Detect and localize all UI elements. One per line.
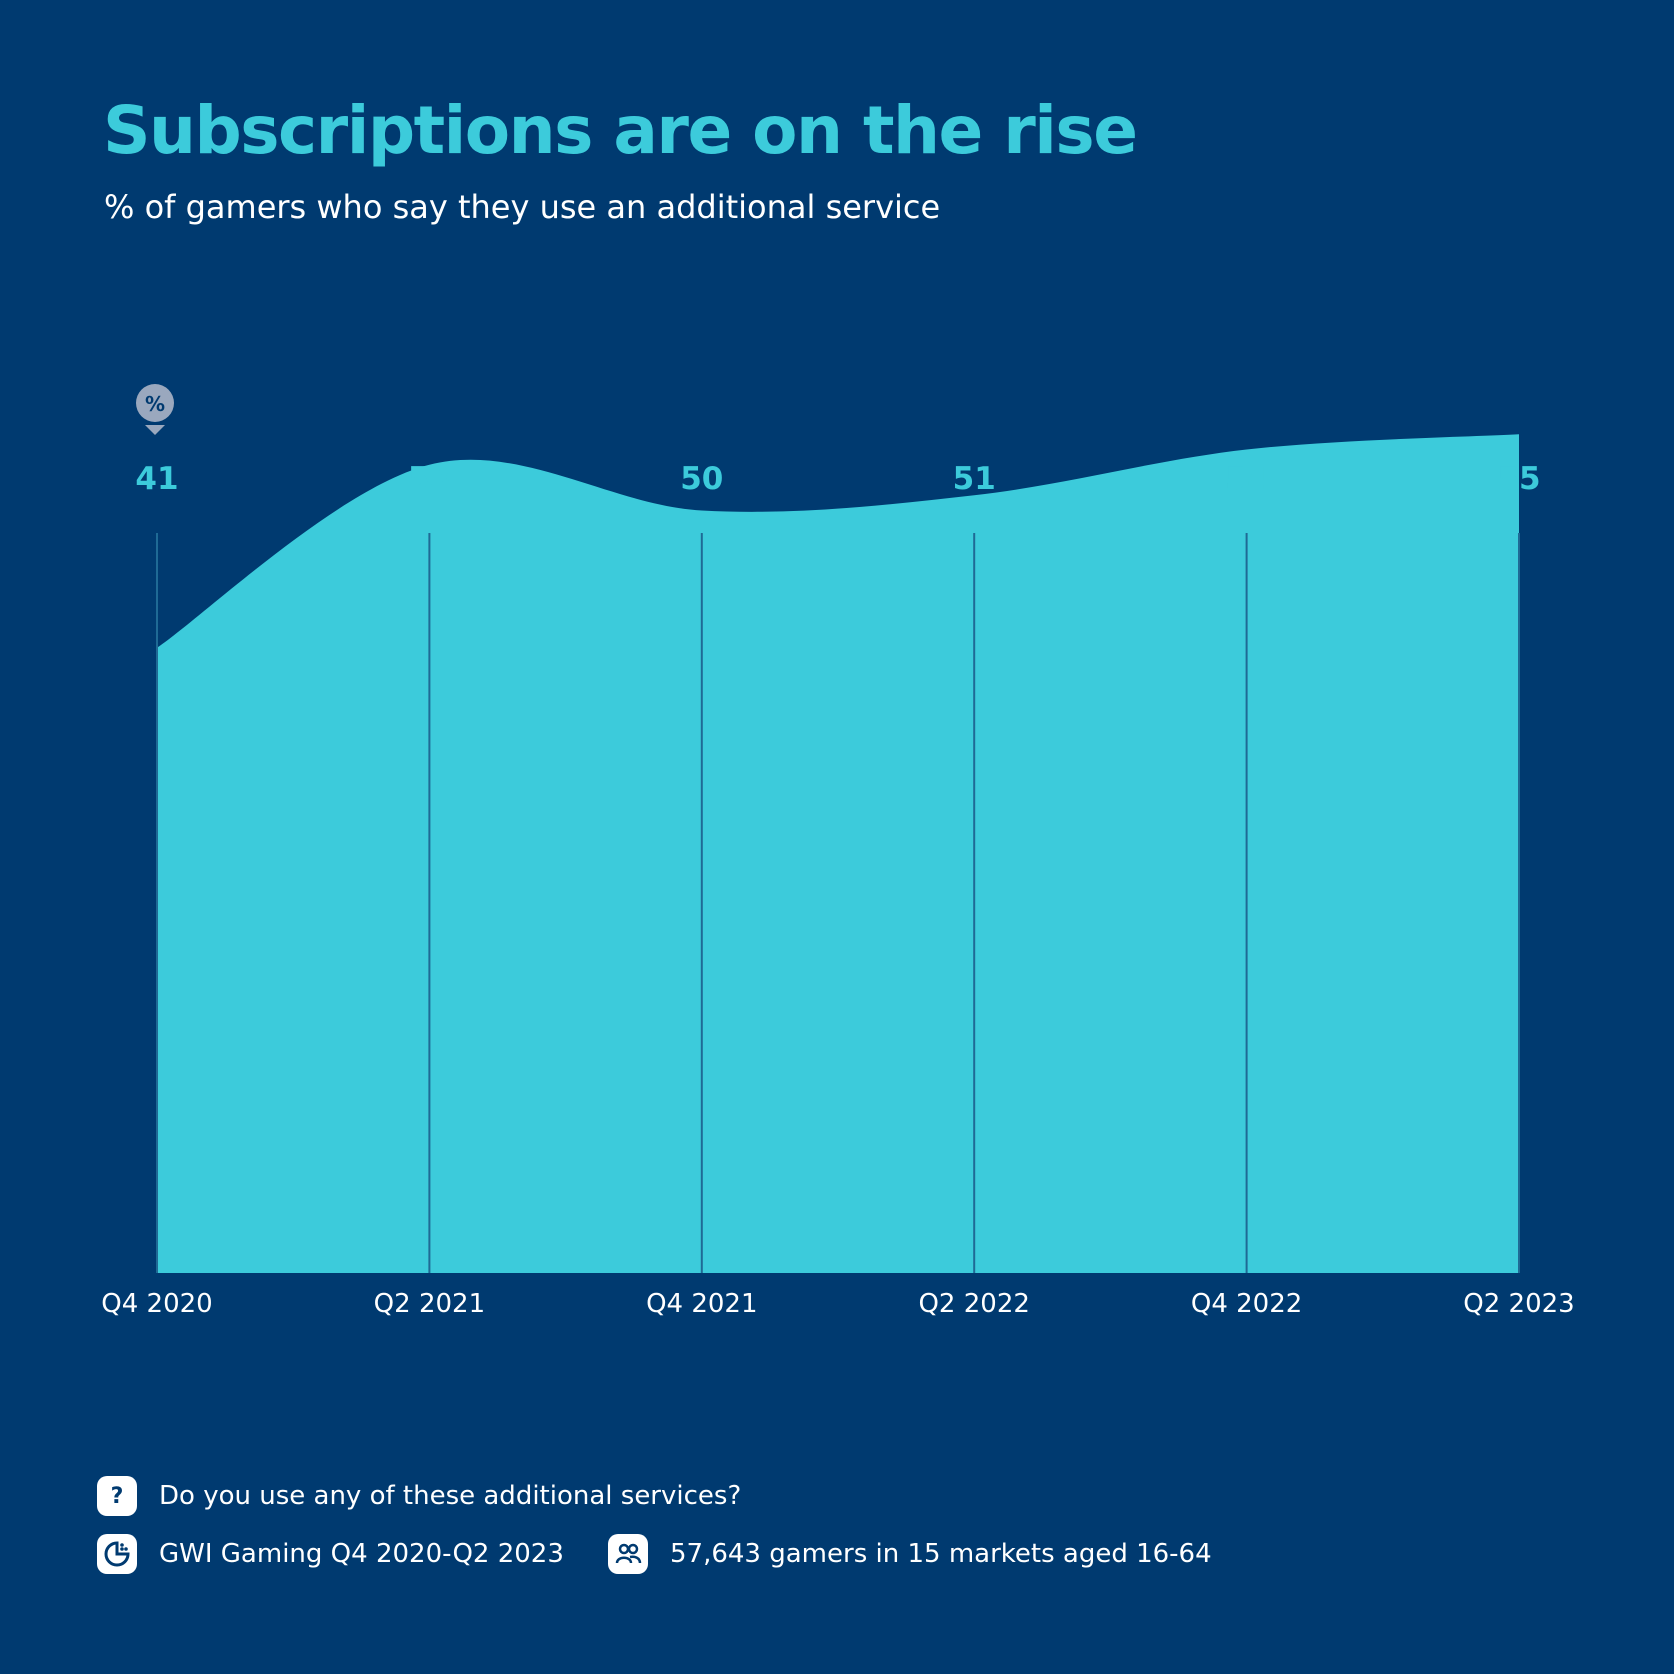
chart-title: Subscriptions are on the rise bbox=[103, 92, 1138, 169]
value-label: 51 bbox=[953, 461, 996, 497]
area-chart: 41 Q4 2020 53 Q2 2021 50 Q4 2021 51 Q2 2022 54 Q4… bbox=[101, 384, 1575, 1319]
unit-badge-pointer bbox=[145, 425, 165, 435]
data-source: GWI Gaming Q4 2020-Q2 2023 bbox=[159, 1539, 564, 1569]
value-label: 50 bbox=[680, 461, 723, 497]
survey-question: Do you use any of these additional servi… bbox=[159, 1481, 742, 1511]
unit-badge-label: % bbox=[145, 392, 165, 416]
x-tick-label: Q2 2023 bbox=[1463, 1289, 1574, 1319]
x-tick-label: Q4 2022 bbox=[1191, 1289, 1302, 1319]
source-row: GWI Gaming Q4 2020-Q2 2023 bbox=[97, 1534, 564, 1574]
question-icon: ? bbox=[97, 1476, 137, 1516]
sample-size: 57,643 gamers in 15 markets aged 16-64 bbox=[670, 1539, 1212, 1569]
unit-badge-icon bbox=[136, 384, 174, 422]
x-tick-label: Q2 2021 bbox=[374, 1289, 485, 1319]
value-label: 55 bbox=[1497, 461, 1540, 497]
chart-subtitle: % of gamers who say they use an addition… bbox=[104, 188, 941, 226]
survey-question-row: ? Do you use any of these additional ser… bbox=[97, 1476, 741, 1516]
value-label: 41 bbox=[135, 461, 178, 497]
x-tick-label: Q2 2022 bbox=[918, 1289, 1029, 1319]
value-label: 53 bbox=[408, 461, 451, 497]
series-area bbox=[157, 434, 1519, 1273]
sample-row: 57,643 gamers in 15 markets aged 16-64 bbox=[608, 1534, 1212, 1574]
people-icon bbox=[608, 1534, 648, 1574]
x-tick-label: Q4 2020 bbox=[101, 1289, 212, 1319]
source-chart-icon bbox=[97, 1534, 137, 1574]
x-tick-label: Q4 2021 bbox=[646, 1289, 757, 1319]
value-label: 54 bbox=[1225, 461, 1268, 497]
